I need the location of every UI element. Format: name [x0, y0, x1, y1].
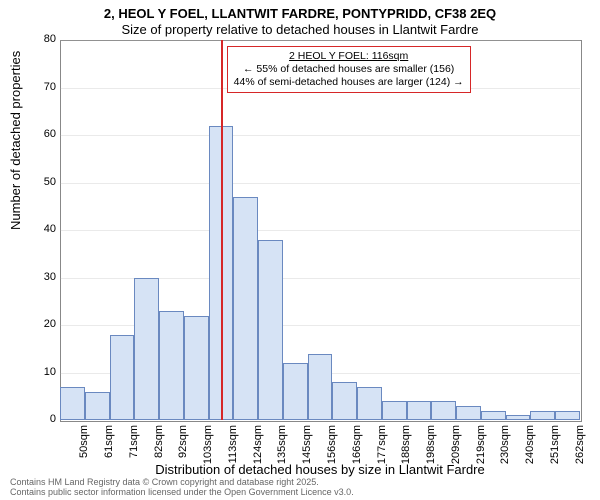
bar [283, 363, 308, 420]
chart-container: 2, HEOL Y FOEL, LLANTWIT FARDRE, PONTYPR… [0, 0, 600, 500]
bar [530, 411, 555, 421]
gridline [60, 230, 580, 231]
y-tick-label: 0 [16, 413, 56, 425]
bar [159, 311, 184, 420]
bar [456, 406, 481, 420]
footer-line2: Contains public sector information licen… [10, 488, 354, 498]
chart-title-line2: Size of property relative to detached ho… [0, 22, 600, 37]
bar [407, 401, 432, 420]
chart-title-line1: 2, HEOL Y FOEL, LLANTWIT FARDRE, PONTYPR… [0, 6, 600, 21]
annotation-line: ← 55% of detached houses are smaller (15… [234, 63, 464, 76]
bar [60, 387, 85, 420]
bar [233, 197, 258, 420]
bar [332, 382, 357, 420]
gridline [60, 135, 580, 136]
y-tick-label: 70 [16, 81, 56, 93]
gridline [60, 40, 580, 41]
bar [258, 240, 283, 421]
y-tick-label: 40 [16, 223, 56, 235]
annotation-box: 2 HEOL Y FOEL: 116sqm← 55% of detached h… [227, 46, 471, 93]
bar [85, 392, 110, 421]
bar [110, 335, 135, 421]
annotation-line: 44% of semi-detached houses are larger (… [234, 76, 464, 89]
y-tick-label: 20 [16, 318, 56, 330]
bar [481, 411, 506, 421]
bar [184, 316, 209, 421]
gridline [60, 183, 580, 184]
footer: Contains HM Land Registry data © Crown c… [10, 478, 354, 498]
bar [431, 401, 456, 420]
y-axis-label: Number of detached properties [8, 51, 23, 230]
y-tick-label: 60 [16, 128, 56, 140]
bar [134, 278, 159, 421]
bar [382, 401, 407, 420]
annotation-line: 2 HEOL Y FOEL: 116sqm [234, 50, 464, 63]
bar [506, 415, 531, 420]
y-tick-label: 80 [16, 33, 56, 45]
y-tick-label: 10 [16, 366, 56, 378]
y-tick-label: 30 [16, 271, 56, 283]
bar [357, 387, 382, 420]
y-tick-label: 50 [16, 176, 56, 188]
bar [308, 354, 333, 421]
bar [555, 411, 580, 421]
x-axis-label: Distribution of detached houses by size … [60, 462, 580, 477]
